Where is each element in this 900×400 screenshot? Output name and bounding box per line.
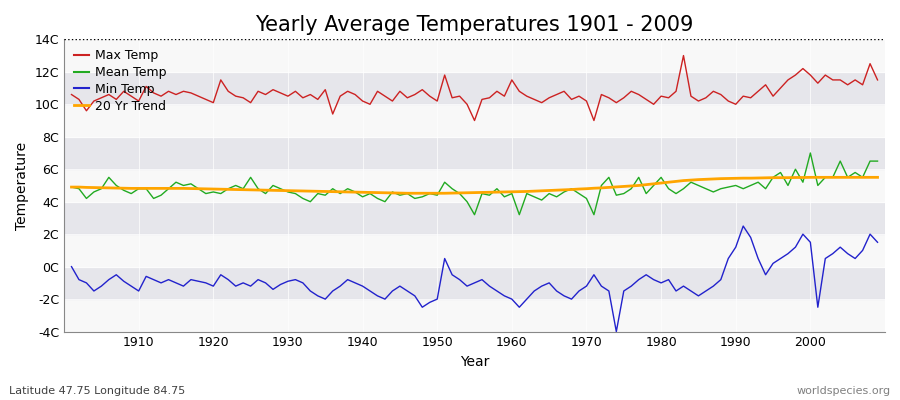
Title: Yearly Average Temperatures 1901 - 2009: Yearly Average Temperatures 1901 - 2009 bbox=[256, 15, 694, 35]
Bar bbox=[64, 39, 885, 72]
Legend: Max Temp, Mean Temp, Min Temp, 20 Yr Trend: Max Temp, Mean Temp, Min Temp, 20 Yr Tre… bbox=[70, 46, 170, 116]
Bar bbox=[64, 202, 885, 234]
Text: Latitude 47.75 Longitude 84.75: Latitude 47.75 Longitude 84.75 bbox=[9, 386, 185, 396]
Bar bbox=[64, 104, 885, 137]
Bar bbox=[64, 234, 885, 267]
Bar bbox=[64, 299, 885, 332]
Bar bbox=[64, 72, 885, 104]
Bar bbox=[64, 267, 885, 299]
Bar bbox=[64, 137, 885, 169]
Bar bbox=[64, 169, 885, 202]
X-axis label: Year: Year bbox=[460, 355, 490, 369]
Y-axis label: Temperature: Temperature bbox=[15, 141, 29, 230]
Text: worldspecies.org: worldspecies.org bbox=[796, 386, 891, 396]
